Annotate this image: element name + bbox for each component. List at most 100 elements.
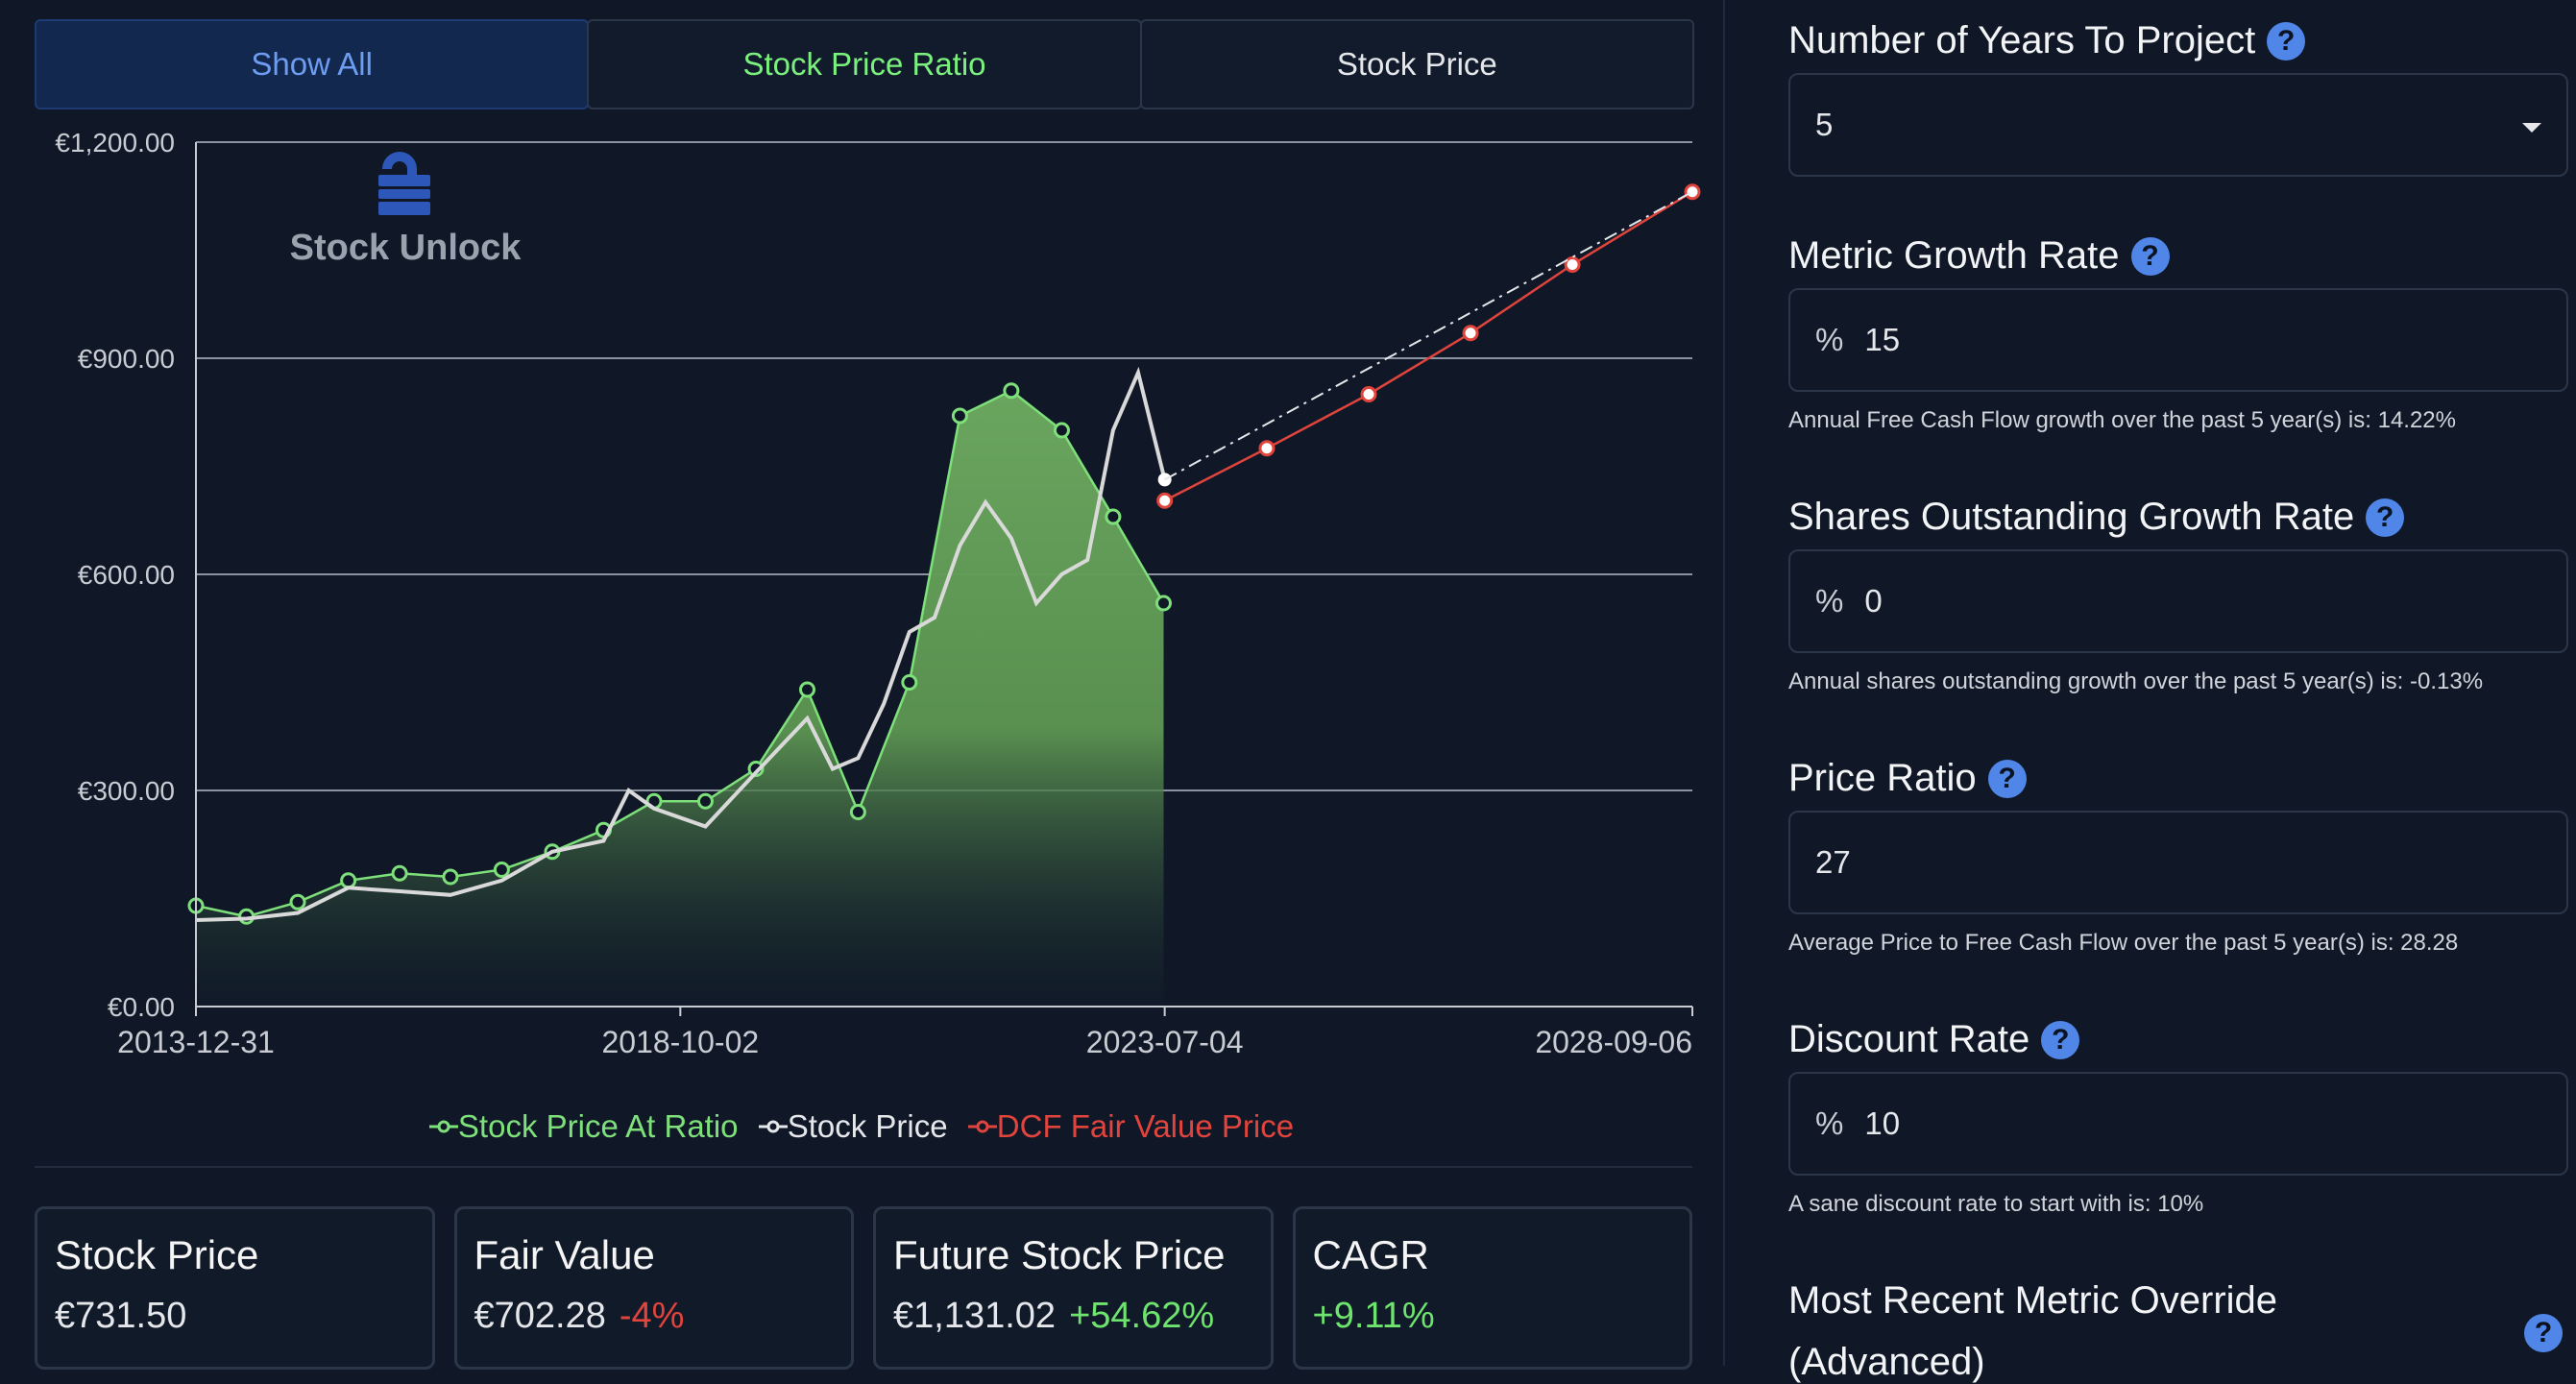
- override-label-text-2: (Advanced): [1788, 1341, 1985, 1383]
- years-select-value: 5: [1815, 107, 1834, 142]
- data-point: [1053, 422, 1070, 439]
- card-title: CAGR: [1312, 1232, 1429, 1277]
- card-change: -4%: [619, 1296, 685, 1336]
- card-stock-price: Stock Price €731.50: [35, 1206, 435, 1370]
- legend-item-dcf[interactable]: DCF Fair Value Price: [967, 1108, 1295, 1145]
- shares-label: Shares Outstanding Growth Rate ?: [1788, 496, 2405, 539]
- x-tick-label: 2013-12-31: [117, 1025, 275, 1059]
- series-line-2: [1164, 190, 1693, 502]
- series-area-0: [196, 390, 1164, 1007]
- y-tick-label: €1,200.00: [55, 128, 175, 158]
- data-point: [1154, 595, 1172, 612]
- growth-rate-input[interactable]: % 15: [1788, 288, 2568, 392]
- percent-prefix: %: [1815, 1105, 1844, 1141]
- data-point: [1258, 440, 1276, 457]
- tab-show-all[interactable]: Show All: [35, 19, 590, 109]
- x-tick-label: 2028-09-06: [1535, 1025, 1692, 1059]
- data-point: [1462, 325, 1479, 342]
- data-point: [951, 407, 968, 425]
- shares-label-text: Shares Outstanding Growth Rate: [1788, 496, 2355, 538]
- data-point: [901, 674, 918, 691]
- data-point: [1003, 382, 1020, 400]
- help-icon[interactable]: ?: [2524, 1314, 2563, 1352]
- chart-panel: Show All Stock Price Ratio Stock Price: [0, 0, 1725, 1370]
- y-tick-label: €300.00: [78, 776, 175, 806]
- card-title: Fair Value: [474, 1232, 655, 1277]
- legend-label-ratio: Stock Price At Ratio: [457, 1108, 739, 1144]
- card-title: Future Stock Price: [893, 1232, 1226, 1277]
- legend-item-price[interactable]: Stock Price: [758, 1108, 948, 1145]
- stock-unlock-logo: Stock Unlock: [290, 152, 522, 268]
- card-value-text: €702.28: [474, 1296, 606, 1336]
- override-label-line2: (Advanced): [1788, 1341, 1985, 1384]
- price-ratio-label: Price Ratio ?: [1788, 757, 2027, 800]
- data-point: [340, 872, 357, 889]
- shares-growth-input[interactable]: % 0: [1788, 549, 2568, 653]
- discount-rate-input[interactable]: % 10: [1788, 1072, 2568, 1176]
- tab-stock-price[interactable]: Stock Price: [1139, 19, 1694, 109]
- data-point: [696, 792, 714, 810]
- help-icon[interactable]: ?: [2366, 498, 2405, 537]
- chevron-down-icon: [2522, 123, 2541, 133]
- series-line-1: [195, 366, 1167, 922]
- card-title: Stock Price: [55, 1232, 259, 1277]
- shares-growth-value: 0: [1864, 583, 1883, 619]
- card-value: +9.11%: [1313, 1296, 1673, 1337]
- chart-legend: Stock Price At Ratio Stock Price DCF Fai…: [0, 1105, 1723, 1145]
- chart-tabs: Show All Stock Price Ratio Stock Price: [35, 19, 1694, 109]
- chart-axes: €0.00 €300.00 €600.00 €900.00 €1,200.00 2013-…: [55, 128, 1693, 1059]
- discount-rate-value: 10: [1864, 1105, 1901, 1141]
- projection-dashed-line: [1164, 190, 1693, 481]
- tab-stock-price-ratio[interactable]: Stock Price Ratio: [587, 19, 1142, 109]
- data-point: [442, 868, 459, 886]
- price-ratio-hint: Average Price to Free Cash Flow over the…: [1788, 930, 2459, 956]
- growth-hint: Annual Free Cash Flow growth over the pa…: [1788, 407, 2456, 433]
- series-layer: [187, 183, 1701, 1007]
- legend-label-price: Stock Price: [787, 1108, 948, 1144]
- help-icon[interactable]: ?: [2267, 21, 2306, 61]
- years-select[interactable]: 5: [1788, 73, 2568, 177]
- years-label-text: Number of Years To Project: [1788, 19, 2256, 61]
- card-value-text: €731.50: [55, 1296, 187, 1336]
- help-icon[interactable]: ?: [2130, 236, 2170, 276]
- discount-label: Discount Rate ?: [1788, 1018, 2080, 1061]
- help-icon[interactable]: ?: [2041, 1020, 2080, 1059]
- legend-price-marker-icon: [758, 1120, 788, 1133]
- percent-prefix: %: [1815, 583, 1844, 619]
- series-line-0: [195, 389, 1165, 918]
- data-point: [1360, 386, 1377, 402]
- data-point: [1684, 183, 1701, 201]
- card-fair-value: Fair Value €702.28 -4%: [453, 1206, 854, 1370]
- data-point: [1564, 256, 1581, 273]
- y-tick-label: €600.00: [78, 560, 175, 590]
- legend-item-ratio[interactable]: Stock Price At Ratio: [428, 1108, 739, 1145]
- shares-hint: Annual shares outstanding growth over th…: [1788, 668, 2484, 694]
- data-point: [493, 862, 510, 878]
- y-tick-label: €0.00: [108, 992, 175, 1022]
- data-point: [1156, 492, 1174, 509]
- card-change: +9.11%: [1312, 1296, 1435, 1336]
- data-point: [747, 761, 765, 777]
- help-icon[interactable]: ?: [1987, 759, 2027, 798]
- discount-hint: A sane discount rate to start with is: 1…: [1788, 1191, 2204, 1217]
- legend-label-dcf: DCF Fair Value Price: [996, 1108, 1295, 1144]
- y-tick-label: €900.00: [78, 344, 175, 374]
- legend-dcf-marker-icon: [967, 1120, 997, 1133]
- lock-icon: [378, 152, 430, 215]
- card-value: €702.28 -4%: [474, 1296, 835, 1337]
- growth-label: Metric Growth Rate ?: [1788, 234, 2170, 278]
- chart-svg: Stock Unlock €0.00€300.00€600.00€900.00€…: [55, 128, 1701, 1059]
- data-point: [799, 681, 816, 698]
- percent-prefix: %: [1815, 322, 1844, 357]
- price-ratio-value: 27: [1815, 844, 1851, 880]
- projection-form: Number of Years To Project ? 5 Metric Gr…: [1788, 0, 2576, 1383]
- logo-text: Stock Unlock: [290, 228, 522, 268]
- chart-area: Stock Unlock €0.00 €300.00 €600.00 €900.00 €…: [0, 125, 1723, 1162]
- divider: [35, 1166, 1692, 1168]
- price-ratio-input[interactable]: 27: [1788, 811, 2568, 914]
- data-point: [1105, 508, 1122, 525]
- growth-rate-value: 15: [1864, 322, 1901, 357]
- growth-label-text: Metric Growth Rate: [1788, 234, 2120, 277]
- summary-cards: Stock Price €731.50 Fair Value €702.28 -4…: [35, 1206, 1692, 1370]
- card-change: +54.62%: [1069, 1296, 1215, 1336]
